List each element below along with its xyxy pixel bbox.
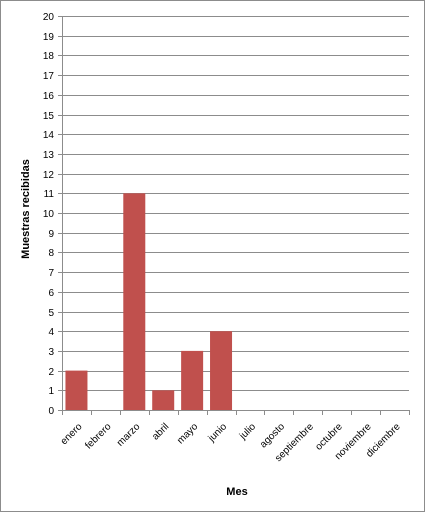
y-tick-label: 15 <box>43 111 55 122</box>
bar-abril <box>152 390 175 410</box>
bar-enero <box>65 370 88 410</box>
bar-junio <box>210 331 233 410</box>
y-tick-label: 14 <box>43 130 55 141</box>
y-tick-label: 13 <box>43 150 55 161</box>
y-tick-label: 20 <box>43 12 55 23</box>
bar-mayo <box>181 350 204 410</box>
y-tick-label: 0 <box>48 406 54 417</box>
x-category-label: junio <box>206 421 230 445</box>
x-category-label: abril <box>150 421 171 442</box>
y-tick-label: 3 <box>48 347 54 358</box>
y-tick-label: 12 <box>43 170 55 181</box>
y-tick-label: 7 <box>48 268 54 279</box>
x-axis-title: Mes <box>226 486 247 498</box>
y-tick-label: 16 <box>43 91 55 102</box>
x-category-label: marzo <box>115 421 143 449</box>
x-category-label: enero <box>59 421 85 447</box>
y-tick-label: 8 <box>48 248 54 259</box>
y-axis-title: Muestras recibidas <box>20 159 32 259</box>
y-tick-label: 17 <box>43 71 55 82</box>
x-category-label: julio <box>237 421 258 442</box>
y-tick-label: 6 <box>48 288 54 299</box>
y-tick-label: 10 <box>43 209 55 220</box>
y-tick-label: 19 <box>43 32 55 43</box>
bars <box>65 193 233 410</box>
y-tick-label: 5 <box>48 308 54 319</box>
bar-marzo <box>123 193 146 410</box>
y-tick-label: 1 <box>48 386 54 397</box>
y-tick-label: 2 <box>48 367 54 378</box>
x-category-label: mayo <box>175 421 200 446</box>
gridlines <box>62 16 409 391</box>
y-tick-label: 11 <box>44 189 55 200</box>
axes <box>62 16 410 415</box>
y-tick-label: 9 <box>48 229 54 240</box>
y-tick-label: 18 <box>43 51 55 62</box>
y-tick-label: 4 <box>48 327 54 338</box>
x-category-label: febrero <box>83 421 113 451</box>
